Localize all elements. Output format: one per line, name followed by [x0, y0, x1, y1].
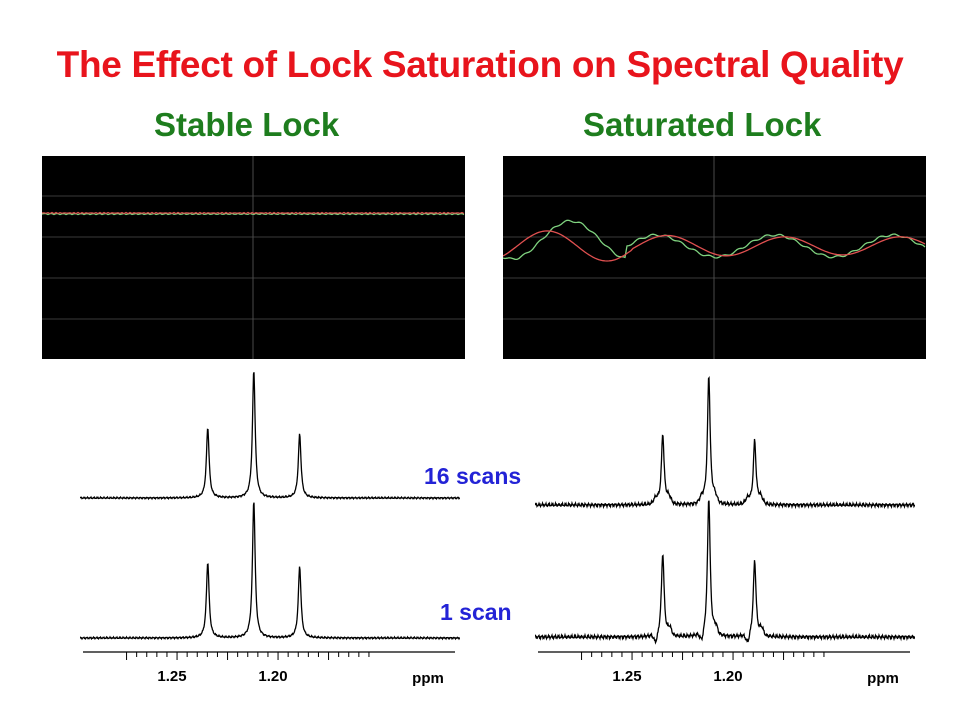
- heading-stable-lock: Stable Lock: [154, 106, 340, 143]
- ppm-axis-saturated: 1.25 1.20 ppm: [538, 651, 910, 687]
- tick-label: 1.25: [157, 668, 186, 685]
- lock-trace-green: [503, 219, 926, 261]
- tick-label: 1.20: [713, 668, 742, 685]
- spectrum-trace-16-scans: [80, 372, 460, 501]
- spectrum-trace-16-scans: [535, 375, 915, 510]
- label-1-scan: 1 scan: [440, 599, 512, 625]
- axis-label-ppm: ppm: [867, 670, 899, 687]
- lock-trace-red: [42, 211, 465, 215]
- heading-saturated-lock: Saturated Lock: [583, 106, 822, 143]
- slide-title: The Effect of Lock Saturation on Spectra…: [56, 44, 904, 85]
- spectrum-trace-1-scan: [80, 502, 460, 641]
- spectrum-trace-1-scan: [535, 500, 915, 645]
- tick-label: 1.25: [612, 668, 641, 685]
- axis-label-ppm: ppm: [412, 670, 444, 687]
- lock-display-stable: [42, 156, 465, 359]
- spectrum-saturated-lock: [535, 375, 915, 645]
- label-16-scans: 16 scans: [424, 463, 522, 489]
- spectrum-stable-lock: [80, 372, 460, 641]
- tick-label: 1.20: [258, 668, 287, 685]
- lock-trace-red: [503, 230, 926, 262]
- ppm-axis-stable: 1.25 1.20 ppm: [83, 651, 455, 687]
- lock-display-saturated: [503, 156, 926, 359]
